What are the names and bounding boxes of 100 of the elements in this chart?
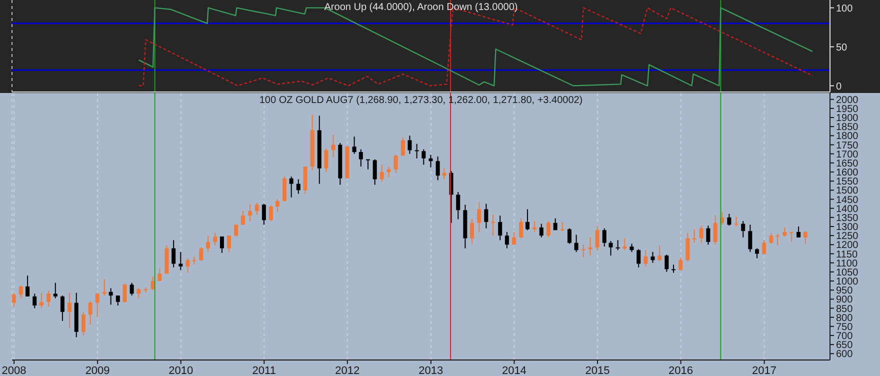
y-tick-label: 750 <box>836 322 854 333</box>
candlestick <box>595 225 600 252</box>
y-tick-label: 0 <box>836 81 842 92</box>
candlestick <box>296 178 300 194</box>
y-tick-label: 1800 <box>836 131 859 142</box>
y-tick-label: 1400 <box>836 204 859 215</box>
candlestick <box>60 295 64 322</box>
candlestick <box>664 254 669 272</box>
candlestick <box>546 220 550 238</box>
candlestick <box>519 218 524 239</box>
candlestick <box>331 134 336 158</box>
candlestick <box>116 295 120 306</box>
candlestick <box>484 203 488 229</box>
y-tick-label: 1450 <box>836 194 859 206</box>
candlestick <box>400 137 405 156</box>
candlestick <box>18 285 23 299</box>
candlestick <box>303 166 308 194</box>
candlestick <box>213 232 218 246</box>
y-tick-label: 2000 <box>836 94 859 106</box>
candlestick <box>560 221 564 232</box>
candlestick <box>352 136 356 154</box>
candlestick <box>53 282 58 299</box>
candlestick <box>769 232 774 244</box>
candlestick <box>158 268 162 282</box>
candlestick <box>366 158 370 170</box>
candlestick <box>470 218 474 244</box>
y-tick-label: 900 <box>836 294 854 306</box>
y-tick-label: 1300 <box>836 222 859 234</box>
candlestick <box>616 240 620 251</box>
candlestick <box>227 235 232 252</box>
candlestick <box>88 300 92 326</box>
candlestick <box>269 205 274 222</box>
candlestick <box>12 292 16 307</box>
candlestick <box>567 228 572 244</box>
candlestick <box>782 226 787 237</box>
candlestick <box>46 290 51 307</box>
candlestick <box>234 224 238 237</box>
candlestick <box>692 228 696 244</box>
candlestick <box>282 176 286 202</box>
candlestick <box>644 250 648 267</box>
y-tick-label: 100 <box>836 3 854 14</box>
y-tick-label: 1550 <box>836 176 859 188</box>
candlestick <box>672 264 676 274</box>
y-tick-label: 1850 <box>836 122 859 134</box>
candlestick <box>122 283 127 304</box>
candlestick <box>380 164 384 182</box>
candlestick <box>504 231 509 249</box>
y-tick-label: 1150 <box>836 249 858 260</box>
candlestick <box>636 248 641 268</box>
candlestick <box>525 208 530 231</box>
x-tick-label: 2008 <box>2 364 26 376</box>
candlestick <box>386 166 391 178</box>
candlestick <box>358 148 363 168</box>
candlestick <box>220 236 224 254</box>
candlestick <box>789 231 794 242</box>
candlestick <box>512 231 516 246</box>
x-tick-label: 2016 <box>668 364 694 376</box>
candlestick <box>108 288 113 306</box>
candlestick <box>539 223 544 238</box>
candlestick <box>130 282 134 296</box>
candlestick <box>26 275 30 297</box>
candlestick <box>678 256 683 271</box>
candlestick <box>32 293 37 309</box>
candlestick <box>206 235 210 252</box>
candlestick <box>254 202 259 216</box>
candlestick <box>372 158 377 186</box>
x-tick-label: 2010 <box>168 364 194 376</box>
y-tick-label: 1650 <box>836 158 859 170</box>
y-tick-label: 1000 <box>836 276 859 288</box>
x-tick-label: 2015 <box>585 364 610 376</box>
y-tick-label: 700 <box>836 331 854 342</box>
candlestick <box>581 244 586 258</box>
candlestick <box>68 292 72 329</box>
candlestick <box>741 220 746 238</box>
x-tick-label: 2014 <box>502 364 526 376</box>
candlestick <box>803 230 808 244</box>
candlestick <box>762 240 766 256</box>
y-tick-label: 950 <box>836 286 854 297</box>
candlestick <box>796 226 801 238</box>
candlestick <box>414 143 419 159</box>
y-tick-label: 650 <box>836 340 854 352</box>
candlestick <box>686 232 690 262</box>
candlestick <box>456 191 460 220</box>
candlestick <box>622 238 627 251</box>
y-tick-label: 1100 <box>836 258 858 270</box>
candlestick <box>262 203 266 226</box>
candlestick <box>136 288 141 299</box>
candlestick <box>658 245 662 262</box>
y-tick-label: 1050 <box>836 267 859 278</box>
y-tick-label: 50 <box>836 42 848 54</box>
candlestick <box>734 216 738 227</box>
candlestick <box>394 154 398 174</box>
candlestick <box>574 234 578 252</box>
candlestick <box>422 148 426 166</box>
candlestick <box>442 168 446 180</box>
candlestick <box>324 148 328 173</box>
y-tick-label: 1900 <box>836 113 859 124</box>
candlestick <box>748 224 752 252</box>
candlestick <box>186 258 190 274</box>
x-tick-label: 2017 <box>752 364 777 376</box>
